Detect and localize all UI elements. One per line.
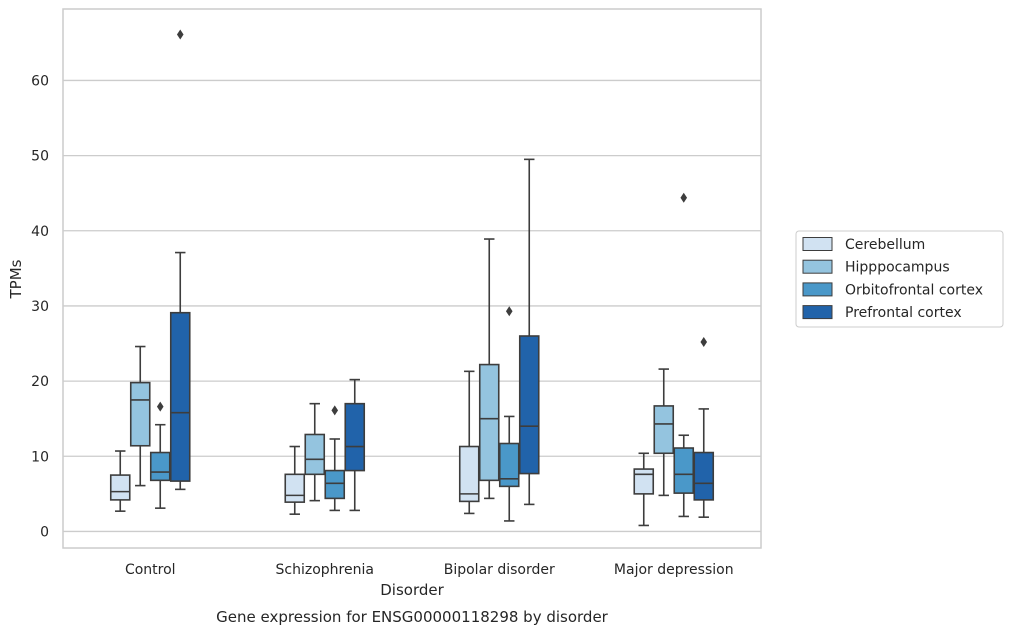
- box: [344, 402, 366, 472]
- y-tick-label: 50: [31, 149, 49, 165]
- x-tick-label: Bipolar disorder: [444, 562, 555, 578]
- legend-label: Cerebellum: [845, 237, 925, 253]
- box-group: [109, 450, 131, 512]
- box-group: [344, 378, 366, 512]
- box: [324, 469, 346, 500]
- y-tick-label: 20: [31, 374, 49, 390]
- legend: Cerebellum Hipppocampus Orbitofrontal cort…: [795, 230, 1004, 328]
- box-group: [498, 306, 520, 522]
- x-tick-label: Major depression: [614, 562, 734, 578]
- box: [673, 447, 695, 494]
- legend-label: Hipppocampus: [845, 260, 950, 276]
- legend-swatch: [802, 259, 833, 274]
- box-groups: [109, 29, 715, 527]
- x-tick-label: Control: [125, 562, 176, 578]
- outlier-point: [176, 29, 184, 40]
- outlier-point: [331, 405, 339, 416]
- box: [129, 381, 151, 447]
- box: [693, 451, 715, 501]
- legend-swatch: [802, 237, 833, 251]
- outlier-point: [505, 306, 513, 317]
- box: [149, 451, 171, 482]
- legend-label: Prefrontal cortex: [845, 305, 962, 321]
- chart-caption: Gene expression for ENSG00000118298 by d…: [216, 608, 609, 626]
- box-group: [653, 368, 675, 497]
- box: [169, 311, 191, 482]
- y-tick-label: 60: [31, 73, 49, 89]
- outlier-point: [700, 337, 708, 348]
- x-tick-label: Schizophrenia: [276, 562, 374, 578]
- box: [304, 433, 326, 476]
- box: [478, 363, 500, 482]
- box-group: [478, 238, 500, 500]
- plot-frame: [62, 8, 762, 549]
- box: [498, 442, 520, 488]
- box: [458, 445, 480, 503]
- y-tick-label: 10: [31, 449, 49, 465]
- y-tick-label: 30: [31, 299, 49, 315]
- box-group: [673, 192, 695, 518]
- box-group: [518, 158, 540, 506]
- legend-swatch: [802, 282, 833, 297]
- y-axis-title: TPMs: [7, 259, 25, 299]
- box-group: [458, 370, 480, 515]
- legend-frame: [795, 230, 1004, 328]
- box-group: [633, 452, 655, 527]
- box: [109, 474, 131, 501]
- box-group: [169, 29, 191, 491]
- legend-swatch: [802, 305, 833, 320]
- box-group: [304, 402, 326, 502]
- legend-label: Orbitofrontal cortex: [845, 282, 983, 298]
- box-group: [284, 445, 306, 515]
- x-axis-title: Disorder: [380, 581, 444, 599]
- outlier-point: [156, 401, 164, 412]
- box-group: [693, 337, 715, 518]
- box-group: [324, 405, 346, 512]
- box-group: [149, 401, 171, 509]
- outlier-point: [680, 192, 688, 203]
- box: [284, 473, 306, 503]
- box: [653, 405, 675, 455]
- y-tick-label: 0: [40, 524, 49, 540]
- y-tick-labels: 0 10 20 30 40 50 60: [31, 73, 49, 540]
- x-tick-labels: Control Schizophrenia Bipolar disorder Majo…: [125, 562, 734, 578]
- box: [518, 335, 540, 475]
- box-group: [129, 345, 151, 487]
- y-tick-label: 40: [31, 224, 49, 240]
- box: [633, 468, 655, 495]
